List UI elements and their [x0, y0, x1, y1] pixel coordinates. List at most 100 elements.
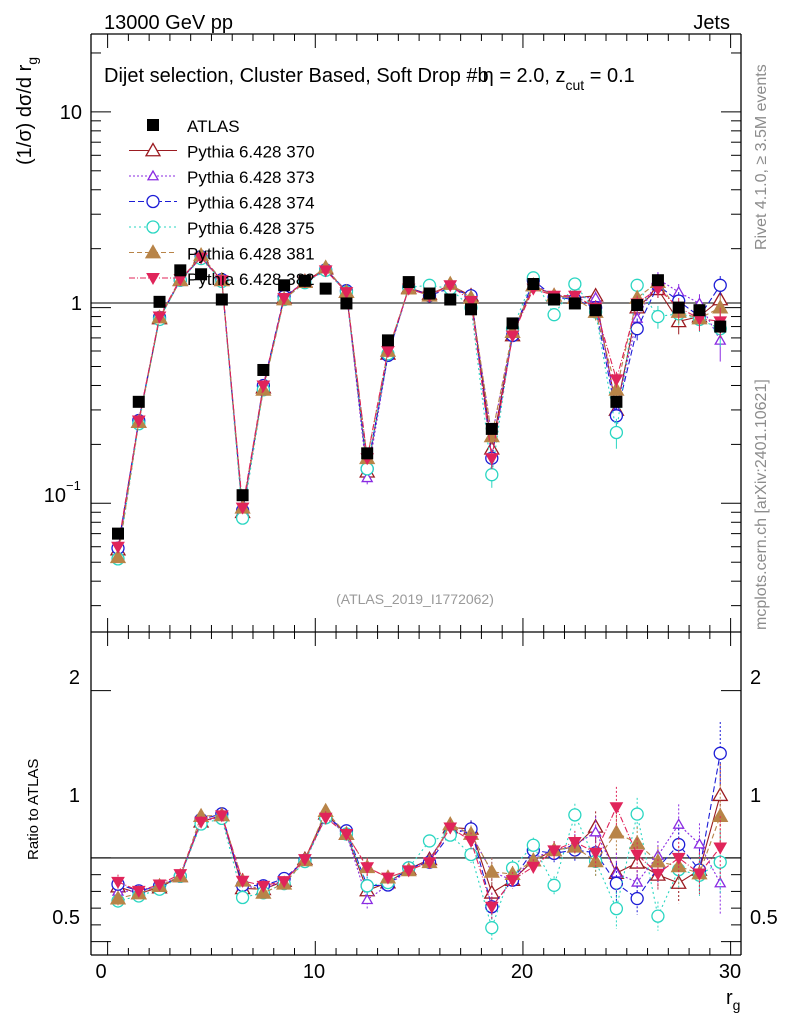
ratio-point: [214, 810, 229, 823]
ratio-point: [671, 852, 686, 865]
data-point: [589, 304, 602, 317]
data-point: [278, 279, 291, 292]
header-left: 13000 GeV pp: [104, 12, 233, 34]
ratio-y-tick-label-1: 1: [69, 785, 80, 807]
data-point: [174, 264, 187, 277]
data-point: [339, 287, 354, 300]
ratio-ticks: [91, 690, 741, 955]
data-point: [505, 330, 520, 343]
ratio-point: [339, 829, 354, 842]
ratio-series: [109, 721, 729, 942]
data-point: [506, 317, 519, 330]
ratio-y-tick-label-right-1: 1: [750, 785, 761, 807]
legend-marker: [147, 119, 159, 131]
data-point: [608, 381, 625, 396]
data-point: [298, 274, 311, 287]
data-point: [568, 297, 581, 310]
ratio-series-pythia-6.428-382: [111, 786, 728, 921]
ratio-point: [609, 901, 624, 916]
data-point: [194, 252, 208, 265]
ratio-point: [568, 808, 582, 822]
ratio-point: [651, 909, 665, 923]
data-point: [402, 276, 415, 289]
ratio-point: [630, 891, 644, 906]
data-point: [630, 278, 644, 292]
legend-label: Pythia 6.428 375: [187, 219, 315, 238]
data-point: [444, 293, 457, 306]
legend-label: Pythia 6.428 370: [187, 143, 315, 162]
mcplots-label: mcplots.cern.ch [arXiv:2401.10621]: [753, 379, 770, 630]
data-point: [257, 363, 270, 376]
ratio-point: [693, 837, 706, 849]
ratio-point: [589, 825, 602, 837]
ratio-point: [609, 802, 624, 815]
data-point: [109, 548, 127, 564]
ratio-point: [173, 869, 188, 882]
ratio-point: [651, 868, 665, 881]
series-line: [117, 256, 721, 550]
ratio-point: [422, 857, 437, 870]
legend-label: Pythia 6.428 373: [187, 168, 315, 187]
main-ticks: [91, 34, 741, 646]
ratio-point: [713, 746, 727, 760]
plot-title: Dijet selection, Cluster Based, Soft Dro…: [104, 65, 635, 93]
data-point: [215, 293, 228, 306]
data-point: [443, 280, 458, 293]
data-point: [484, 453, 499, 466]
ratio-point: [235, 890, 250, 905]
legend-label: Pythia 6.428 381: [187, 245, 315, 264]
data-point: [630, 322, 644, 336]
ratio-point: [152, 879, 167, 892]
x-tick-label-20: 20: [511, 961, 533, 983]
data-point: [547, 308, 561, 322]
ratio-y-tick-label-2: 2: [69, 667, 80, 689]
data-point: [609, 374, 624, 387]
ratio-point: [360, 879, 374, 893]
data-point: [131, 415, 146, 428]
header-right: Jets: [693, 12, 730, 34]
data-point: [277, 292, 291, 305]
data-point: [548, 293, 561, 306]
y-tick-label-10: 10: [60, 102, 82, 124]
ratio-point: [713, 842, 728, 855]
data-point: [195, 268, 208, 281]
ratio-panel: Ratio to ATLAS 2 1 0.5 2 1 0.5 0 10 20 3…: [25, 632, 778, 1013]
ratio-y-tick-label-0.5: 0.5: [52, 907, 80, 929]
ratio-y-tick-label-right-2: 2: [750, 667, 761, 689]
data-point: [235, 502, 250, 515]
main-y-axis-label: (1/σ) dσ/d rg: [14, 57, 40, 165]
series-pythia-6.428-381: [109, 246, 729, 564]
data-point: [610, 395, 623, 408]
data-point: [318, 265, 333, 278]
legend: ATLAS Pythia 6.428 370 Pythia 6.428 373 Pyt…: [129, 117, 315, 289]
ratio-point: [109, 890, 127, 905]
legend-label: Pythia 6.428 374: [187, 194, 315, 213]
series-line: [117, 254, 721, 558]
ratio-point: [568, 836, 582, 850]
ratio-y-axis-label: Ratio to ATLAS: [25, 759, 42, 860]
y-tick-label-0.1: 10: [44, 485, 66, 507]
ratio-line: [117, 813, 721, 930]
data-point: [340, 297, 353, 310]
x-tick-label-30: 30: [719, 961, 741, 983]
ratio-point: [485, 921, 499, 935]
ratio-point: [608, 824, 625, 839]
ratio-y-tick-label-right-0.5: 0.5: [750, 907, 778, 929]
main-series: [109, 246, 729, 566]
ratio-point: [672, 818, 685, 829]
data-point: [568, 277, 582, 291]
ratio-point: [629, 834, 646, 850]
ratio-point: [464, 847, 478, 862]
ratio-point: [277, 876, 291, 889]
side-labels: Rivet 4.1.0, ≥ 3.5M events mcplots.cern.…: [753, 64, 770, 630]
ratio-series-pythia-6.428-381: [109, 784, 729, 906]
data-point: [672, 301, 685, 314]
data-point: [714, 320, 727, 333]
data-point: [132, 395, 145, 408]
data-point: [152, 311, 167, 324]
legend-marker: [146, 169, 160, 181]
ratio-point: [505, 875, 520, 888]
legend-label: Pythia 6.428 382: [187, 270, 315, 289]
ratio-point: [672, 837, 686, 852]
